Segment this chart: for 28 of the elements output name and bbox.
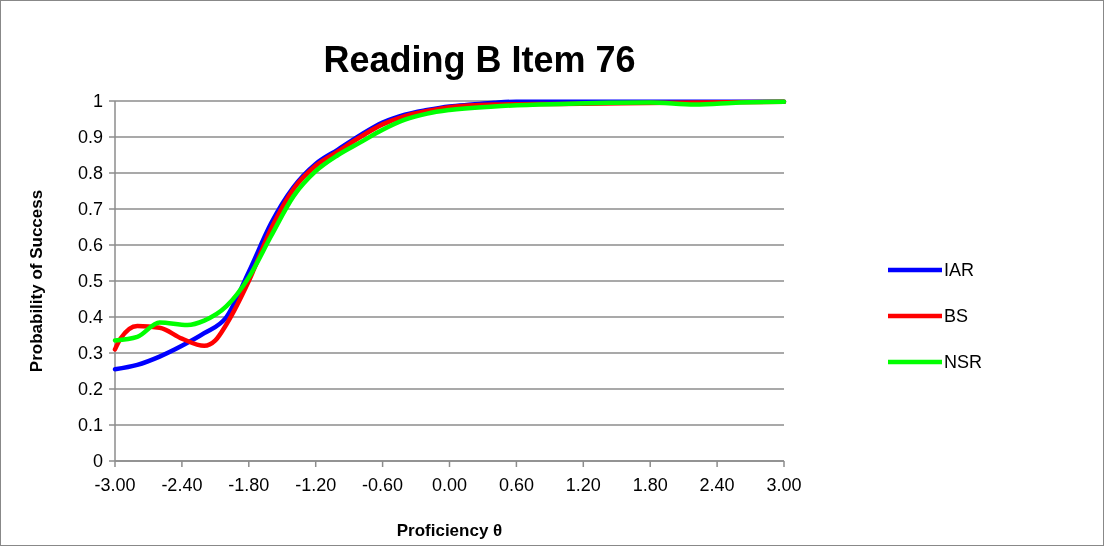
x-tick-label: 0.60 (498, 475, 534, 495)
chart-title: Reading B Item 76 (323, 39, 636, 80)
x-tick-label: 3.00 (766, 475, 802, 495)
legend-label: IAR (944, 260, 975, 281)
y-tick-label: 0.5 (77, 271, 103, 292)
y-tick-label: 0.8 (77, 163, 103, 184)
x-tick-label: 0.00 (431, 475, 468, 495)
legend-label: BS (944, 306, 969, 327)
x-tick-label: 1.20 (565, 475, 601, 495)
x-tick-label: -2.40 (161, 475, 203, 495)
y-tick-label: 0.4 (77, 307, 103, 328)
x-tick-label: -0.60 (362, 475, 404, 495)
y-tick-label: 0 (92, 451, 103, 472)
y-tick-label: 0.9 (77, 127, 103, 148)
legend-label: NSR (944, 352, 983, 373)
y-tick-label: 0.3 (77, 343, 103, 364)
x-tick-label: 2.40 (699, 475, 735, 495)
y-tick-label: 0.6 (77, 235, 103, 256)
x-tick-label: -3.00 (94, 475, 136, 495)
x-tick-label: -1.20 (295, 475, 337, 495)
y-tick-label: 1 (92, 91, 103, 112)
x-tick-label: -1.80 (228, 475, 270, 495)
y-tick-label: 0.2 (77, 379, 103, 400)
y-tick-label: 0.7 (77, 199, 103, 220)
y-tick-label: 0.1 (77, 415, 103, 436)
x-axis-title: Proficiency θ (396, 521, 503, 540)
y-axis-title: Probability of Success (27, 189, 46, 373)
x-tick-label: 1.80 (632, 475, 668, 495)
